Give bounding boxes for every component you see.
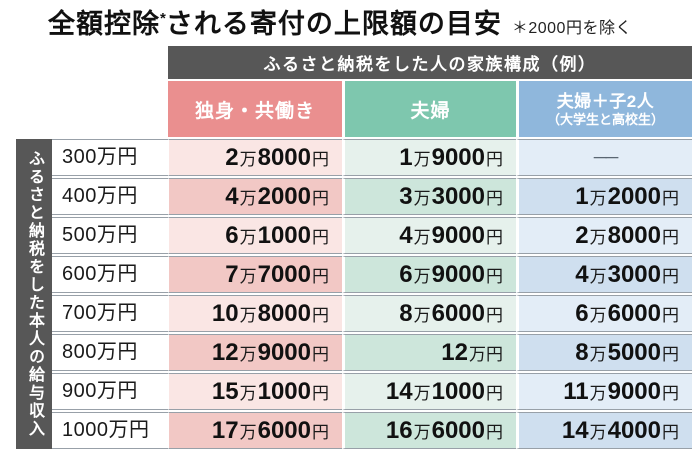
value-cell: 2万8000円 (168, 139, 342, 176)
column-header-couple-2kids: 夫婦＋子2人 （大学生と高校生） (516, 81, 692, 137)
value-cell: 4万9000円 (342, 217, 516, 254)
income-cell: 300万円 (52, 139, 168, 176)
value-cell: 17万6000円 (168, 412, 342, 449)
value-cell: 14万4000円 (516, 412, 692, 449)
title-part2: される寄付の上限額の目安 (165, 9, 502, 39)
value-cell: 14万1000円 (342, 373, 516, 410)
value-cell: 6万9000円 (342, 256, 516, 293)
value-cell: 15万1000円 (168, 373, 342, 410)
value-cell: 6万6000円 (516, 295, 692, 332)
income-cell: 400万円 (52, 178, 168, 215)
income-cell: 1000万円 (52, 412, 168, 449)
column-header-couple-2kids-main: 夫婦＋子2人 (556, 91, 655, 111)
value-cell: 1万9000円 (342, 139, 516, 176)
title-text: 全額控除*される寄付の上限額の目安 (48, 9, 502, 39)
title-part1: 全額控除 (48, 9, 160, 39)
value-cell: 8万5000円 (516, 334, 692, 371)
value-cell: 1万2000円 (516, 178, 692, 215)
column-header-couple-2kids-sub: （大学生と高校生） (546, 111, 664, 127)
value-cell: 4万2000円 (168, 178, 342, 215)
column-header-single: 独身・共働き (168, 81, 342, 137)
value-cell: 16万6000円 (342, 412, 516, 449)
value-cell: 6万1000円 (168, 217, 342, 254)
column-header-couple: 夫婦 (342, 81, 516, 137)
value-cell: 12万円 (342, 334, 516, 371)
page-title: 全額控除*される寄付の上限額の目安 ＊2000円を除く (48, 2, 692, 41)
title-footnote: ＊2000円を除く (511, 20, 632, 37)
title-asterisk: * (160, 10, 166, 27)
value-cell: 8万6000円 (342, 295, 516, 332)
value-cell: 12万9000円 (168, 334, 342, 371)
income-cell: 600万円 (52, 256, 168, 293)
income-cell: 700万円 (52, 295, 168, 332)
value-cell: 10万8000円 (168, 295, 342, 332)
value-cell: 7万7000円 (168, 256, 342, 293)
value-cell: 3万3000円 (342, 178, 516, 215)
row-group-header-bar: ふるさと納税をした本人の給与収入 (16, 139, 52, 449)
value-cell: 2万8000円 (516, 217, 692, 254)
income-cell: 900万円 (52, 373, 168, 410)
row-group-header-label: ふるさと納税をした本人の給与収入 (26, 150, 43, 438)
income-cell: 800万円 (52, 334, 168, 371)
value-cell: 11万9000円 (516, 373, 692, 410)
income-cell: 500万円 (52, 217, 168, 254)
data-table: ふるさと納税をした人の家族構成（例） 独身・共働き 夫婦 夫婦＋子2人 （大学生… (16, 46, 692, 449)
value-cell: 4万3000円 (516, 256, 692, 293)
column-group-header: ふるさと納税をした人の家族構成（例） (168, 46, 692, 79)
value-cell: ── (516, 139, 692, 176)
